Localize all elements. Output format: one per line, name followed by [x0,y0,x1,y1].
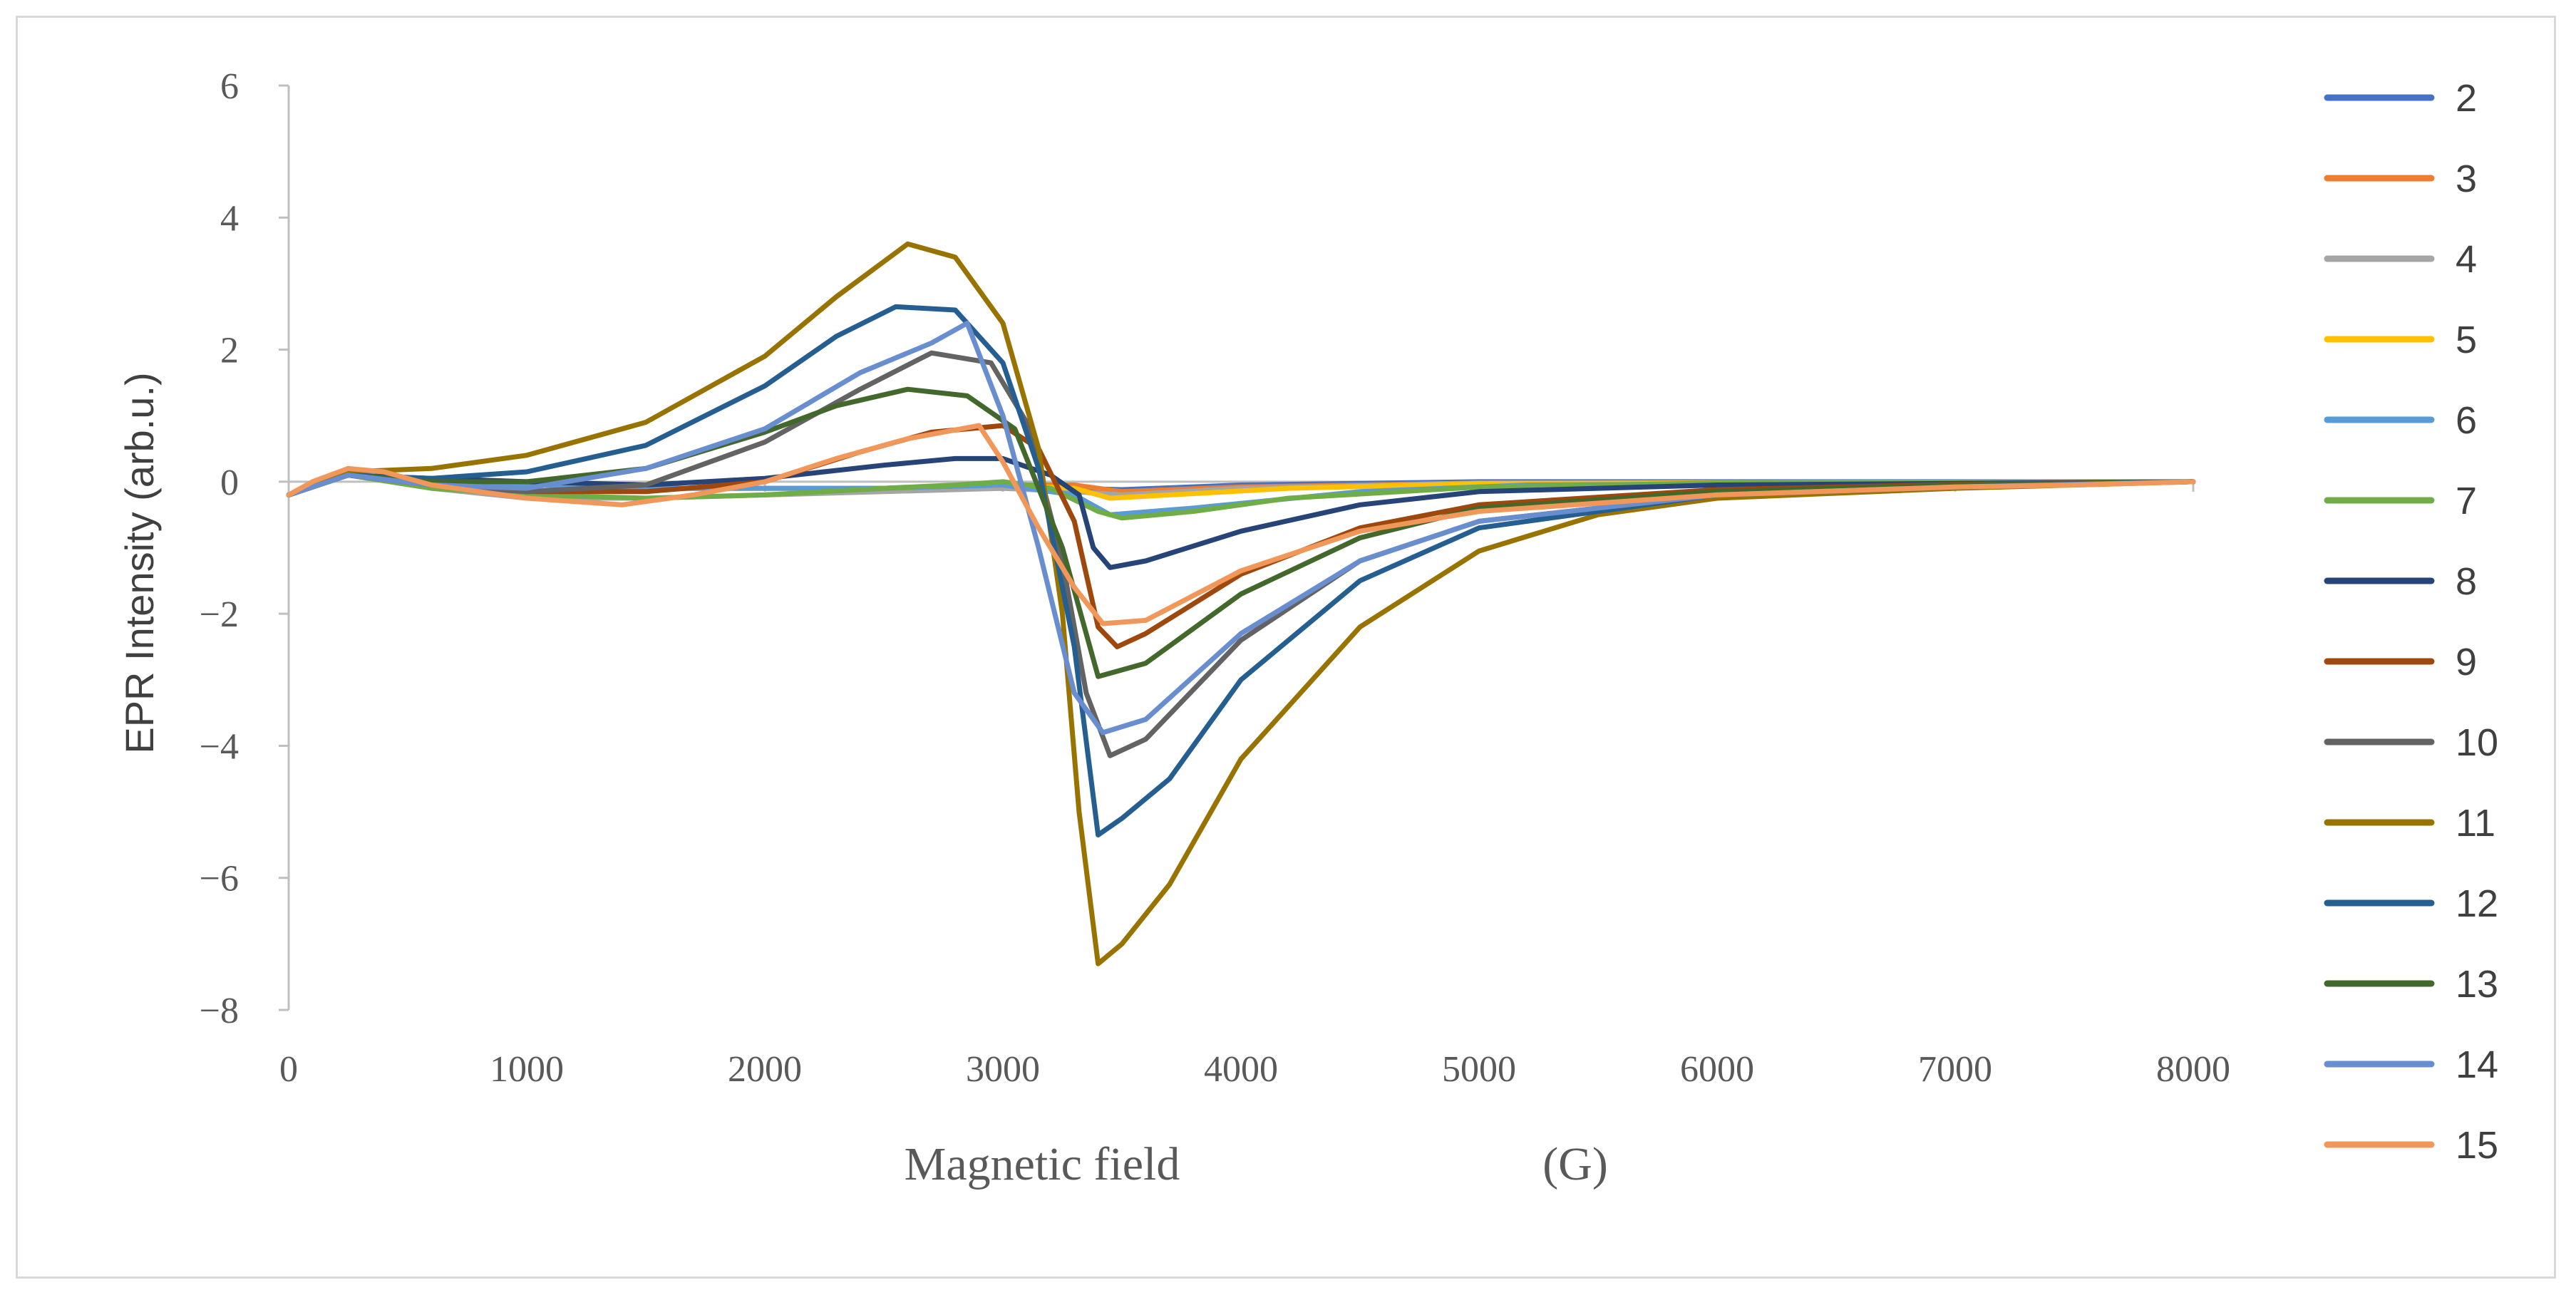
series-lines [286,241,2196,966]
series-line-15 [286,423,2196,626]
legend: 2 3 4 5 6 7 8 9 10 11 12 13 14 15 [2324,77,2498,1167]
x-tick-label: 3000 [966,1049,1040,1090]
x-tick-label: 7000 [1918,1049,1992,1090]
y-tick-label: −8 [200,991,239,1031]
chart-plot: 6 4 2 0 −2 −4 −6 −8 0 1000 2000 3000 4000 5000 6000 700… [117,66,2498,1190]
y-tick-label: 0 [220,463,239,503]
series-line-11 [286,241,2196,966]
legend-label-2: 2 [2456,77,2477,120]
x-tick-label: 0 [279,1049,298,1090]
series-line-14 [286,321,2196,736]
legend-label-4: 4 [2456,238,2477,281]
legend-label-5: 5 [2456,319,2477,361]
legend-label-14: 14 [2456,1043,2498,1086]
legend-label-10: 10 [2456,721,2498,764]
y-tick-label: −4 [200,726,239,767]
y-tick-label: −2 [200,594,239,635]
legend-label-8: 8 [2456,560,2477,603]
chart-frame: 6 4 2 0 −2 −4 −6 −8 0 1000 2000 3000 4000 5000 6000 700… [16,16,2556,1279]
y-tick-label: −6 [200,859,239,899]
x-tick-label: 6000 [1680,1049,1754,1090]
axes: 6 4 2 0 −2 −4 −6 −8 0 1000 2000 3000 4000 5000 6000 700… [200,66,2230,1090]
x-tick-label: 1000 [490,1049,564,1090]
series-line-10 [286,350,2196,758]
legend-label-15: 15 [2456,1124,2498,1167]
x-axis-unit: (G) [1542,1138,1608,1190]
legend-label-7: 7 [2456,480,2477,522]
legend-label-6: 6 [2456,399,2477,442]
y-tick-label: 6 [220,66,239,107]
y-axis-title: EPR Intensity (arb.u.) [117,372,162,753]
legend-label-11: 11 [2456,802,2495,845]
legend-label-9: 9 [2456,641,2477,683]
y-tick-label: 4 [220,198,239,239]
series-line-12 [286,304,2196,837]
y-tick-label: 2 [220,331,239,371]
x-tick-label: 4000 [1204,1049,1278,1090]
legend-label-3: 3 [2456,158,2477,200]
x-axis-title: Magnetic field [905,1138,1180,1190]
x-tick-label: 8000 [2156,1049,2230,1090]
legend-label-12: 12 [2456,882,2498,925]
series-line-13 [286,386,2196,679]
legend-label-13: 13 [2456,963,2498,1006]
x-tick-label: 5000 [1442,1049,1516,1090]
x-tick-label: 2000 [728,1049,802,1090]
